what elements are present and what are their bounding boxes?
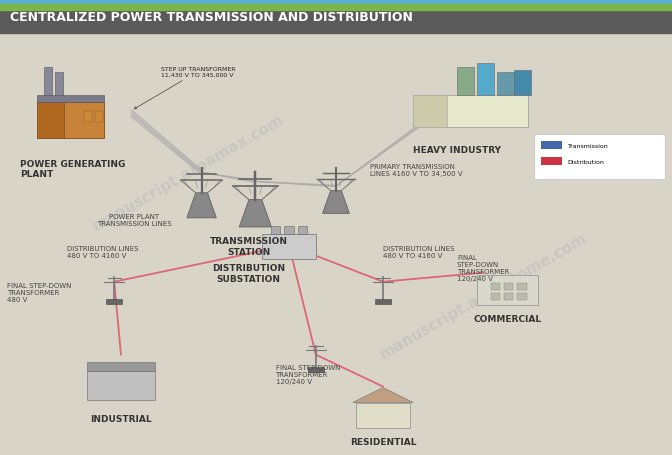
Bar xyxy=(477,64,494,96)
Bar xyxy=(95,111,103,123)
Text: TRANSMISSION
STATION: TRANSMISSION STATION xyxy=(210,237,288,256)
Text: CENTRALIZED POWER TRANSMISSION AND DISTRIBUTION: CENTRALIZED POWER TRANSMISSION AND DISTR… xyxy=(10,10,413,24)
Bar xyxy=(84,111,92,123)
Bar xyxy=(477,275,538,305)
Bar xyxy=(497,73,514,96)
Text: FINAL STEP-DOWN
TRANSFORMER
480 V: FINAL STEP-DOWN TRANSFORMER 480 V xyxy=(7,282,71,302)
Bar xyxy=(541,142,562,150)
Bar xyxy=(37,102,104,139)
Bar xyxy=(44,68,52,96)
Text: PRIMARY TRANSMISSION
LINES 4160 V TO 34,500 V: PRIMARY TRANSMISSION LINES 4160 V TO 34,… xyxy=(370,164,462,177)
Bar xyxy=(308,368,324,372)
Text: FINAL
STEP-DOWN
TRANSFORMER
120/240 V: FINAL STEP-DOWN TRANSFORMER 120/240 V xyxy=(457,255,509,282)
Bar xyxy=(504,293,513,300)
Bar xyxy=(356,403,410,428)
Text: HEAVY INDUSTRY: HEAVY INDUSTRY xyxy=(413,146,501,155)
Polygon shape xyxy=(323,191,349,214)
Polygon shape xyxy=(239,200,271,228)
Bar xyxy=(457,68,474,96)
Bar xyxy=(413,96,528,127)
Bar xyxy=(87,371,155,400)
Bar xyxy=(517,283,527,290)
Bar xyxy=(284,226,294,234)
Bar xyxy=(55,73,63,96)
Text: DISTRIBUTION LINES
480 V TO 4160 V: DISTRIBUTION LINES 480 V TO 4160 V xyxy=(67,246,138,259)
Bar xyxy=(87,362,155,371)
Text: POWER GENERATING
PLANT: POWER GENERATING PLANT xyxy=(20,159,126,179)
Bar xyxy=(37,102,64,139)
Text: FINAL STEP-DOWN
TRANSFORMER
120/240 V: FINAL STEP-DOWN TRANSFORMER 120/240 V xyxy=(276,364,340,384)
Text: RESIDENTIAL: RESIDENTIAL xyxy=(350,437,416,446)
Bar xyxy=(0,0,672,34)
Bar xyxy=(262,234,316,259)
Text: INDUSTRIAL: INDUSTRIAL xyxy=(90,414,152,423)
Text: Transmission: Transmission xyxy=(568,144,609,148)
Bar xyxy=(0,0,672,5)
Text: DISTRIBUTION LINES
480 V TO 4160 V: DISTRIBUTION LINES 480 V TO 4160 V xyxy=(383,246,454,259)
Bar xyxy=(517,293,527,300)
Bar xyxy=(491,293,500,300)
Bar xyxy=(504,283,513,290)
Bar xyxy=(375,299,391,304)
Text: manuscript.aroamax.com: manuscript.aroamax.com xyxy=(90,112,286,234)
Polygon shape xyxy=(187,193,216,218)
Bar xyxy=(298,226,307,234)
Bar xyxy=(491,283,500,290)
Bar xyxy=(0,5,672,11)
Bar xyxy=(413,96,447,127)
Bar xyxy=(541,158,562,166)
Text: DISTRIBUTION
SUBSTATION: DISTRIBUTION SUBSTATION xyxy=(212,264,285,283)
Bar xyxy=(271,226,280,234)
Bar xyxy=(514,71,531,96)
Text: COMMERCIAL: COMMERCIAL xyxy=(473,314,542,323)
Text: STEP UP TRANSFORMER
11,430 V TO 345,000 V: STEP UP TRANSFORMER 11,430 V TO 345,000 … xyxy=(134,66,236,110)
Text: Distribution: Distribution xyxy=(568,160,605,164)
Text: POWER PLANT
TRANSMISSION LINES: POWER PLANT TRANSMISSION LINES xyxy=(97,214,172,227)
Bar xyxy=(37,96,104,102)
Bar xyxy=(534,134,665,180)
Bar xyxy=(106,299,122,304)
Polygon shape xyxy=(353,388,413,403)
Text: manuscript.aroadtome.com: manuscript.aroadtome.com xyxy=(378,230,590,361)
